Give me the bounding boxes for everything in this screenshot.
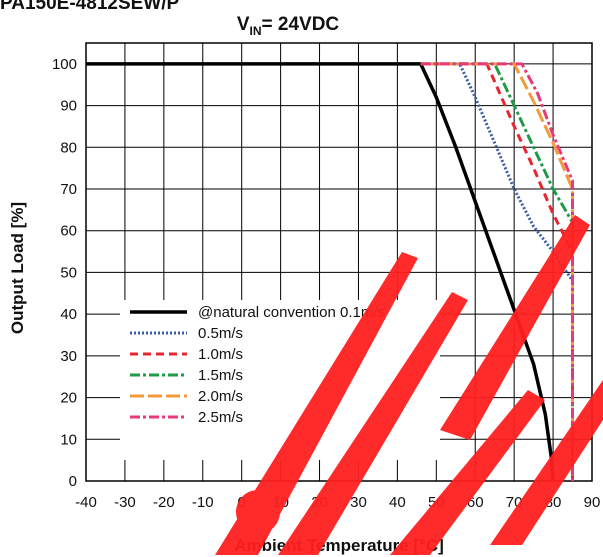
x-tick-label: -20: [153, 494, 175, 511]
y-tick-label: 30: [60, 348, 77, 365]
y-tick-label: 100: [52, 56, 77, 73]
y-tick-label: 60: [60, 223, 77, 240]
x-tick-label: -10: [192, 494, 214, 511]
x-tick-label: 90: [584, 494, 601, 511]
watermark-blob: [236, 490, 280, 534]
legend-label: 1.5m/s: [198, 367, 243, 384]
legend: @natural convention 0.1m/s 0.5m/s 1.0m/s 1.…: [120, 300, 440, 460]
model-title: PA150E-4812SEW/P: [0, 0, 180, 14]
watermark-stroke-1: [215, 252, 418, 555]
legend-label: @natural convention 0.1m/s: [198, 304, 385, 321]
vin-title: VIN= 24VDC: [237, 14, 340, 38]
y-tick-label: 20: [60, 390, 77, 407]
y-tick-label: 90: [60, 98, 77, 115]
watermark-stroke-4: [490, 380, 603, 545]
series-line-0: [86, 62, 555, 482]
watermark-stroke-5: [440, 215, 590, 440]
vin-title-sub: IN: [250, 24, 262, 38]
legend-label: 1.0m/s: [198, 346, 243, 363]
sample-watermark: [215, 215, 603, 555]
y-tick-label: 80: [60, 139, 77, 156]
y-tick-label: 10: [60, 431, 77, 448]
x-tick-label: 30: [350, 494, 367, 511]
watermark-stroke-3: [390, 390, 545, 555]
y-tick-label: 40: [60, 306, 77, 323]
watermark-stroke-2: [278, 292, 468, 555]
y-tick-label: 0: [69, 473, 77, 490]
x-tick-label: 40: [389, 494, 406, 511]
series-line-1: [420, 62, 574, 481]
legend-box: [120, 300, 440, 460]
series-line-5: [420, 62, 574, 481]
y-tick-label: 50: [60, 264, 77, 281]
y-tick-labels: 0 10 20 30 40 50 60 70 80 90 100: [52, 56, 77, 490]
vin-title-main: V: [237, 14, 250, 35]
vin-title-rest: = 24VDC: [262, 14, 340, 35]
legend-label: 0.5m/s: [198, 325, 243, 342]
legend-label: 2.0m/s: [198, 388, 243, 405]
x-tick-label: -40: [75, 494, 97, 511]
y-axis-label: Output Load [%]: [8, 202, 27, 334]
y-tick-label: 70: [60, 181, 77, 198]
legend-label: 2.5m/s: [198, 409, 243, 426]
x-tick-label: -30: [114, 494, 136, 511]
